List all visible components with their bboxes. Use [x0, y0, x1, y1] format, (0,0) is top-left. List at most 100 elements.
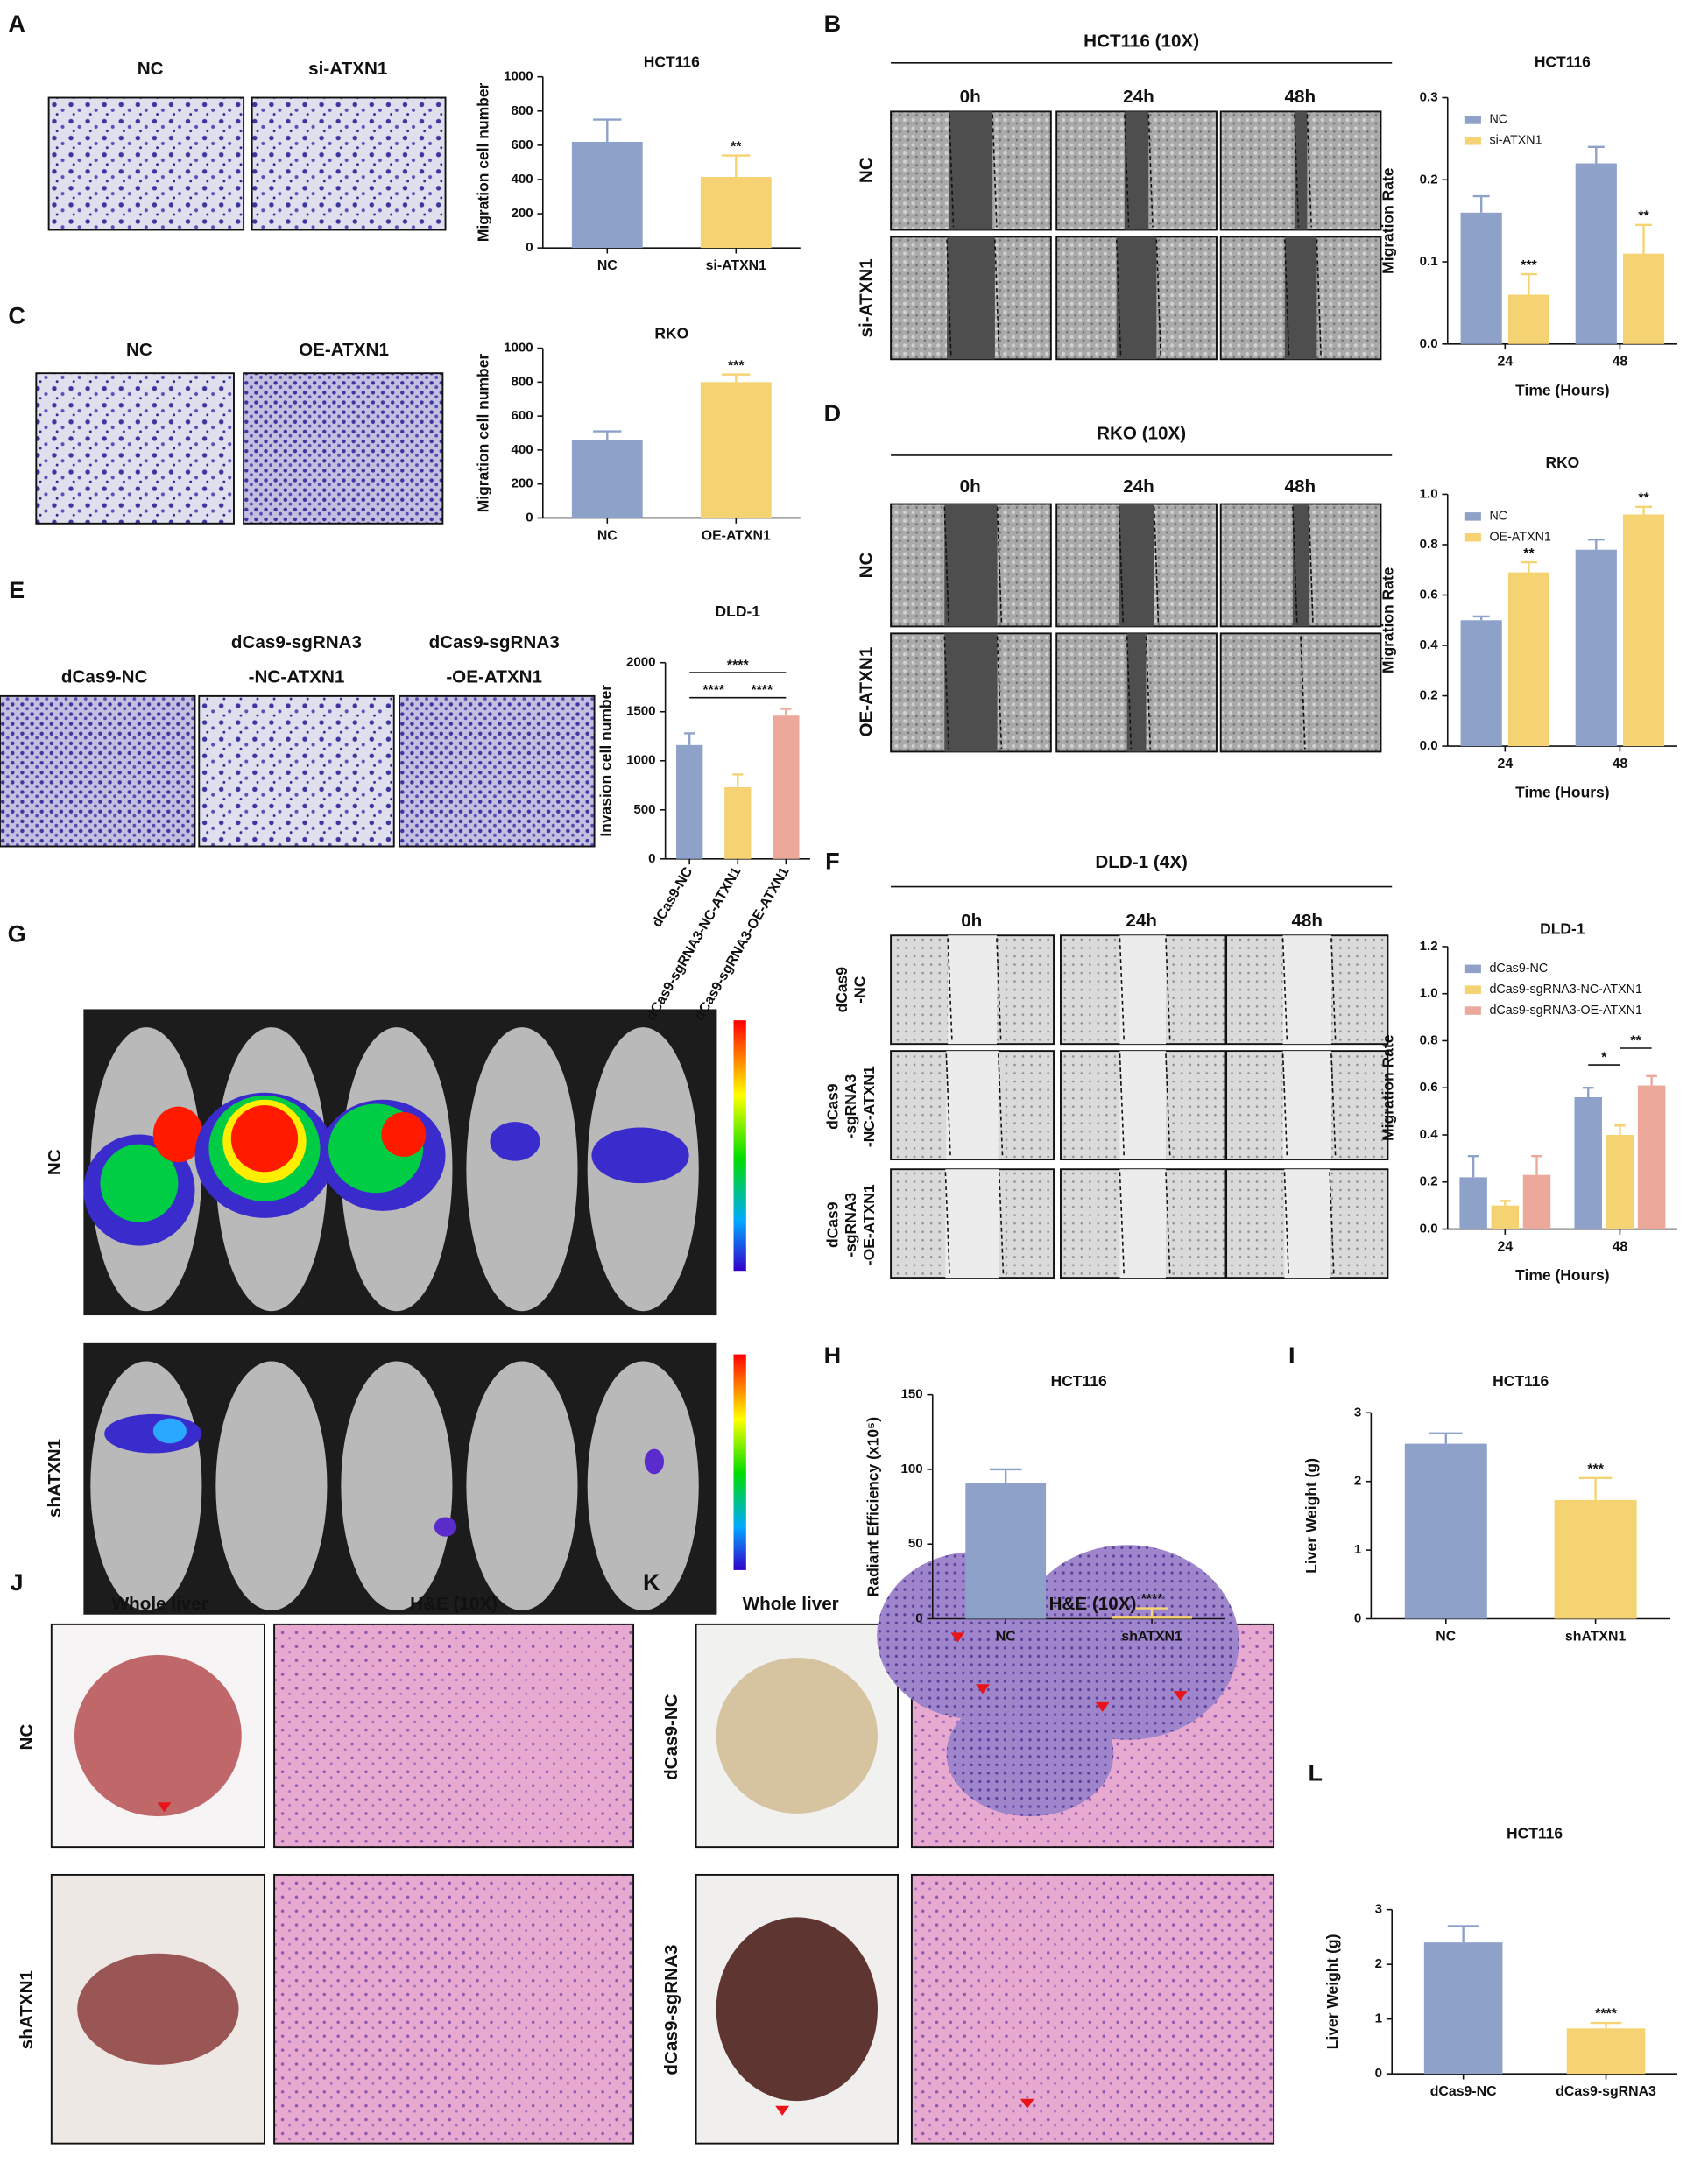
scratch-edge: [943, 506, 949, 624]
error-bar: [1447, 1925, 1479, 1943]
scratch-gap: [1119, 1051, 1166, 1160]
label: OE-ATXN1: [857, 647, 877, 737]
panel-letter: K: [643, 1569, 660, 1596]
scratch-gap: [948, 935, 997, 1045]
panel-letter: L: [1309, 1760, 1323, 1786]
label: 0h: [960, 87, 981, 107]
scratch-gap: [1119, 1169, 1166, 1279]
error-bar: [1521, 272, 1537, 295]
chart-title: RKO: [654, 324, 688, 342]
label: -OE-ATXN1: [860, 1184, 878, 1265]
scratch-gap: [947, 236, 995, 360]
error-bar: [1590, 2021, 1622, 2029]
bar: [700, 177, 772, 249]
label: dCas9-NC: [661, 1694, 681, 1780]
signal: [381, 1112, 427, 1157]
label: shATXN1: [45, 1439, 65, 1518]
y-tick-label: 0: [1375, 2066, 1382, 2081]
error-bar: [1521, 560, 1537, 573]
scratch-gap: [944, 633, 998, 752]
scratch-edge: [1283, 1172, 1290, 1276]
scratch-edge: [998, 1053, 1004, 1157]
y-tick-label: 0.6: [1420, 1080, 1438, 1095]
label: dCas9-sgRNA3: [429, 632, 560, 652]
legend-label: OE-ATXN1: [1489, 530, 1550, 544]
error-bar: [989, 1468, 1022, 1483]
label: si-ATXN1: [857, 258, 877, 337]
scratch-edge: [996, 636, 1003, 750]
significance-label: ****: [702, 683, 725, 698]
label: dCas9: [824, 1083, 842, 1130]
scratch-edge: [1292, 506, 1298, 624]
micrograph: [243, 372, 444, 525]
x-tick-label: 24: [1497, 355, 1513, 370]
scratch-edge: [1115, 239, 1122, 357]
bar: [1460, 620, 1502, 747]
scratch-edge: [1147, 114, 1154, 228]
y-tick-label: 0: [1354, 1610, 1361, 1625]
label: -NC: [851, 976, 869, 1003]
error-bar: [1578, 1476, 1613, 1500]
panel-letter: G: [8, 920, 26, 947]
chart-title: DLD-1: [716, 602, 761, 620]
scratch-edge: [1119, 1053, 1126, 1157]
x-tick-label: NC: [1436, 1629, 1456, 1644]
scratch-edge: [1165, 1053, 1171, 1157]
bar: [1423, 1942, 1503, 2075]
panel-letter: B: [824, 11, 842, 37]
y-axis-label: Migration Rate: [1380, 567, 1397, 673]
micrograph: [198, 694, 395, 848]
label: NC: [17, 1724, 37, 1751]
y-tick-label: 1000: [504, 341, 533, 356]
scratch-gap: [1284, 236, 1317, 360]
legend-swatch: [1464, 532, 1481, 542]
y-tick-label: 600: [511, 408, 533, 423]
significance-label: ***: [728, 358, 745, 373]
y-tick-label: 2000: [626, 655, 656, 670]
scratch-gap: [1282, 1051, 1331, 1160]
scratch-edge: [1308, 506, 1314, 624]
error-bar: [1500, 1200, 1511, 1206]
chart-title: HCT116: [1051, 1372, 1107, 1390]
y-axis-label: Migration cell number: [475, 82, 492, 242]
significance-label: **: [1638, 209, 1649, 224]
he-image: [273, 1873, 635, 2145]
scratch-edge: [1165, 1172, 1171, 1276]
chart-title: HCT116: [1535, 53, 1591, 70]
x-tick-label: NC: [996, 1629, 1016, 1644]
image-title: HCT116 (10X): [1083, 31, 1199, 51]
label: NC: [857, 157, 877, 183]
panel-letter: F: [825, 849, 839, 875]
y-tick-label: 3: [1375, 1902, 1382, 1917]
label: dCas9-sgRNA3: [661, 1945, 681, 2075]
label: NC: [45, 1149, 65, 1175]
y-tick-label: 0.8: [1420, 537, 1438, 552]
scratch-gap: [1282, 935, 1331, 1045]
legend-swatch: [1464, 512, 1481, 521]
label: NC: [138, 59, 164, 79]
legend-label: dCas9-NC: [1489, 962, 1548, 976]
label: 48h: [1291, 911, 1323, 931]
y-tick-label: 0.4: [1420, 1127, 1439, 1142]
error-bar: [1582, 1087, 1594, 1097]
label: dCas9: [833, 967, 850, 1013]
micrograph: [35, 372, 235, 525]
micrograph: [47, 96, 245, 231]
legend-swatch: [1464, 985, 1481, 994]
scratch-edge: [1316, 239, 1322, 357]
y-tick-label: 0.0: [1420, 1222, 1438, 1236]
scratch-gap: [1119, 935, 1166, 1045]
bar: [1112, 1616, 1192, 1619]
label: 0h: [961, 911, 982, 931]
signal: [152, 1418, 187, 1444]
legend-label: dCas9-sgRNA3-NC-ATXN1: [1489, 983, 1642, 997]
scratch-edge: [1294, 114, 1300, 228]
label: si-ATXN1: [308, 59, 387, 79]
y-tick-label: 0.4: [1420, 638, 1439, 652]
bar: [1637, 1085, 1666, 1229]
panel-letter: E: [9, 577, 25, 603]
image-title: RKO (10X): [1097, 424, 1186, 444]
error-bar: [684, 732, 695, 745]
label: dCas9-NC: [61, 667, 148, 687]
